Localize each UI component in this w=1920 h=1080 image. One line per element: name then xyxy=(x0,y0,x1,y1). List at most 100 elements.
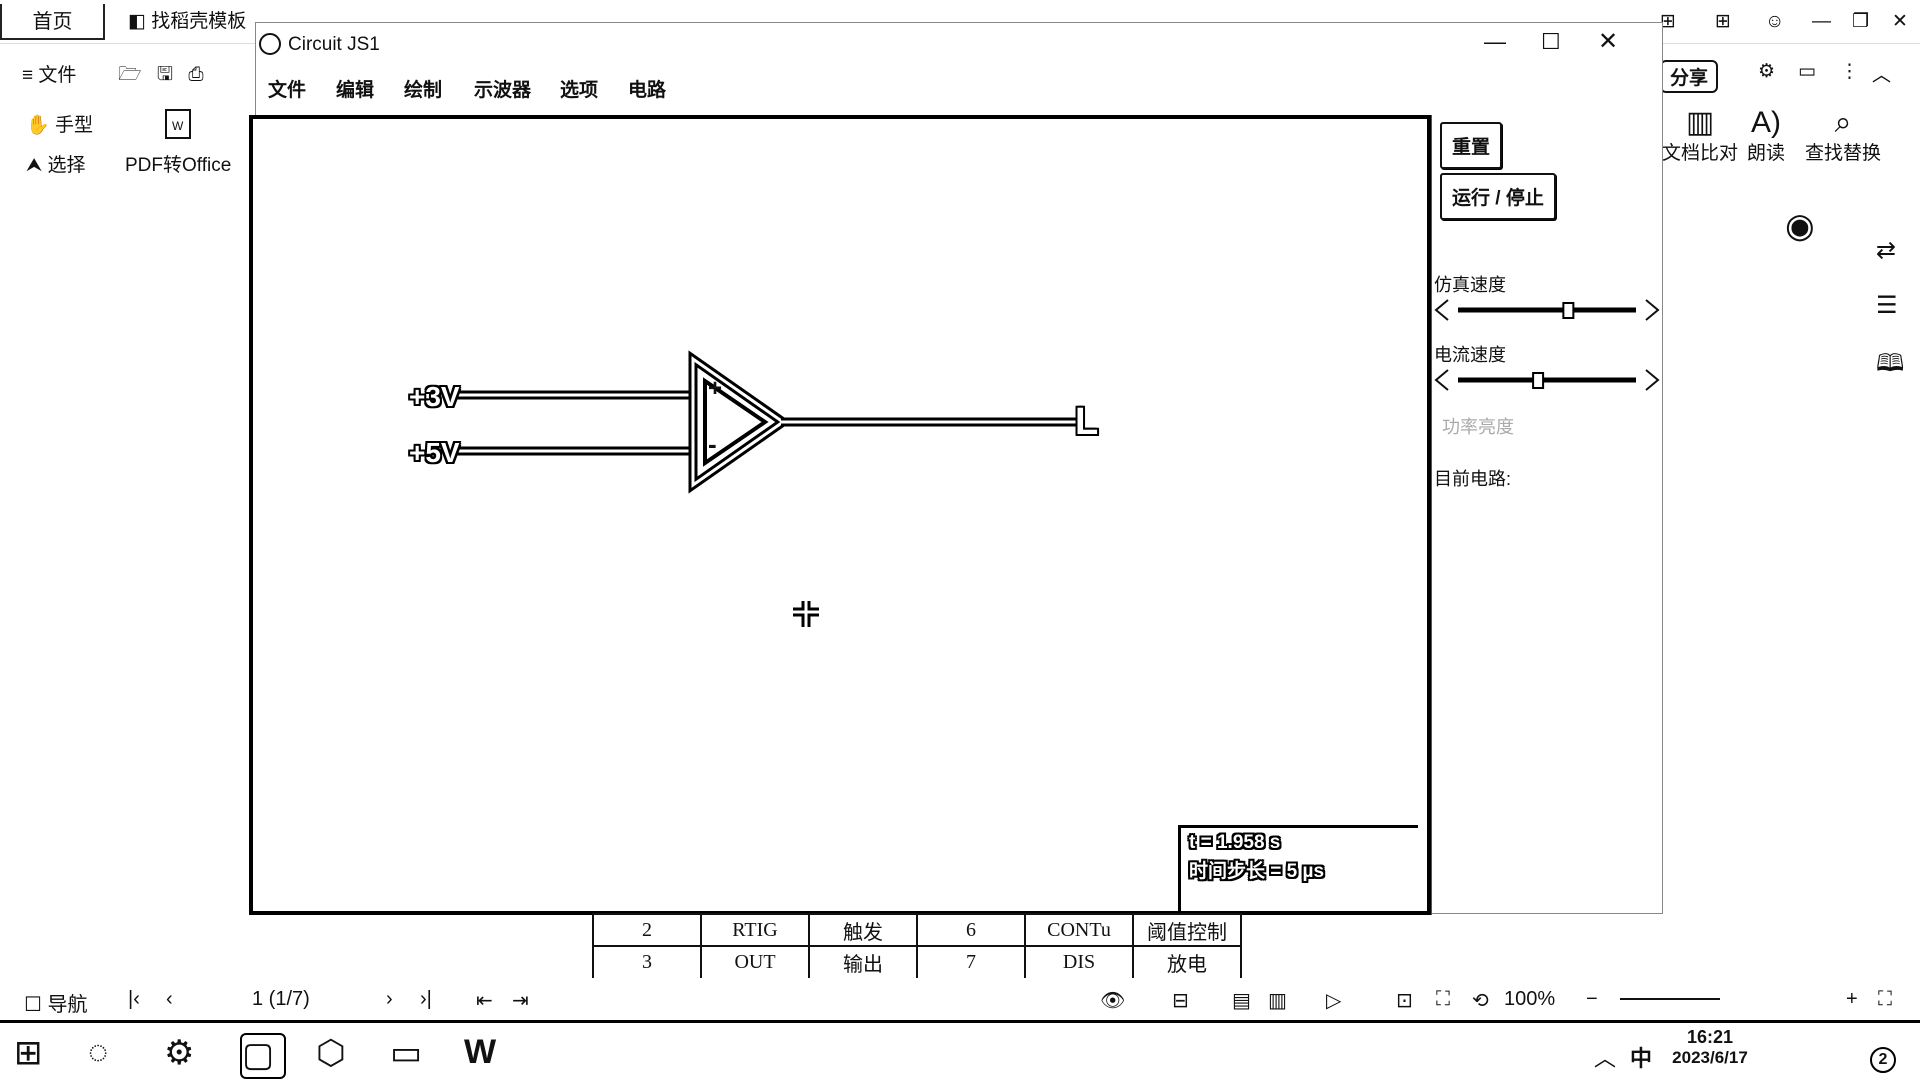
notification-badge[interactable]: 2 xyxy=(1870,1047,1896,1073)
output-label[interactable]: L xyxy=(1075,401,1099,443)
zoom-level[interactable]: 100% xyxy=(1504,988,1556,1010)
settings-gear-icon[interactable]: ⚙ xyxy=(164,1034,195,1072)
tab-template-label: 找稻壳模板 xyxy=(151,11,247,32)
pdf-to-office-button[interactable]: PDF转Office xyxy=(125,155,232,176)
menu-circuits[interactable]: 电路 xyxy=(628,80,667,101)
single-page-icon[interactable]: ▤ xyxy=(1232,990,1251,1012)
table-row: 3 OUT 输出 7 DIS 放电 xyxy=(592,945,1242,978)
template-icon: ◧ xyxy=(128,11,146,32)
window-title: Circuit JS1 xyxy=(288,34,380,55)
reset-button[interactable]: 重置 xyxy=(1440,122,1503,169)
menu-scope[interactable]: 示波器 xyxy=(474,80,532,101)
input-plus-label[interactable]: +3V xyxy=(409,381,460,412)
read-aloud-icon: A) xyxy=(1751,106,1781,139)
print-icon[interactable]: ⎙ xyxy=(188,64,204,85)
svg-text:W: W xyxy=(172,119,184,133)
page-indicator[interactable]: 1 (1/7) xyxy=(252,988,310,1010)
opamp[interactable] xyxy=(688,350,791,494)
collapse-icon[interactable]: ︿ xyxy=(1872,65,1892,86)
select-tool[interactable]: ⮝ 选择 xyxy=(26,150,85,177)
layout-icon[interactable]: ⊞ xyxy=(1660,11,1676,32)
table-cell: 7 xyxy=(916,945,1026,978)
forward-icon[interactable]: ⇥ xyxy=(512,990,529,1012)
restore-icon[interactable]: ❐ xyxy=(1852,11,1870,32)
next-page-icon[interactable]: › xyxy=(386,988,393,1010)
zoom-out-icon[interactable]: − xyxy=(1586,988,1598,1010)
ai-assistant-icon[interactable]: ◉ xyxy=(1785,207,1815,245)
read-aloud-tool[interactable]: A) 朗读 xyxy=(1747,108,1785,165)
sim-speed-slider[interactable] xyxy=(1432,295,1662,325)
compare-tool[interactable]: ▥ 文档比对 xyxy=(1662,108,1738,165)
menu-draw[interactable]: 绘制 xyxy=(404,80,443,101)
find-replace-tool[interactable]: ⌕ 查找替换 xyxy=(1805,108,1881,165)
close-icon[interactable]: ✕ xyxy=(1892,11,1908,32)
eye-icon[interactable]: 👁 xyxy=(1100,990,1126,1012)
menu-edit[interactable]: 编辑 xyxy=(336,80,375,101)
translate-icon[interactable]: ⇄ xyxy=(1876,237,1897,264)
menu-file-label: 文件 xyxy=(38,65,77,86)
input-minus-label[interactable]: +5V xyxy=(409,437,460,468)
clock-date: 2023/6/17 xyxy=(1672,1048,1748,1067)
tray-chevron-icon[interactable]: ︿ xyxy=(1594,1046,1617,1071)
minimize-icon[interactable]: — xyxy=(1484,29,1506,54)
nav-toggle[interactable]: ☐ 导航 xyxy=(24,988,88,1017)
open-icon[interactable]: 🗁 xyxy=(118,64,142,85)
current-speed-slider[interactable] xyxy=(1432,365,1662,395)
chat-app-icon[interactable]: ▢ xyxy=(240,1033,286,1079)
back-icon[interactable]: ⇤ xyxy=(476,990,493,1012)
share-button[interactable]: 分享 xyxy=(1660,60,1719,93)
sim-info-box: t = 1.958 s 时间步长 = 5 µs xyxy=(1178,825,1418,915)
first-page-icon[interactable]: |‹ xyxy=(128,988,140,1010)
comment-icon[interactable]: ▭ xyxy=(1798,61,1816,82)
hand-tool[interactable]: ✋ 手型 xyxy=(26,110,93,137)
pdf-office-icon[interactable]: W xyxy=(160,106,200,142)
avatar[interactable]: ☺ xyxy=(1765,11,1785,32)
ime-indicator[interactable]: 中 xyxy=(1630,1046,1653,1071)
bookmark-icon[interactable]: 🕮 xyxy=(1876,350,1905,377)
maximize-icon[interactable]: ☐ xyxy=(1541,29,1561,54)
compare-icon: ▥ xyxy=(1685,106,1715,139)
save-icon[interactable]: 🖫 xyxy=(156,64,174,85)
table-row: 2 RTIG 触发 6 CONTu 阈值控制 xyxy=(592,913,1242,947)
current-speed-label: 电流速度 xyxy=(1434,345,1506,365)
grid-icon[interactable]: ⊞ xyxy=(1715,11,1731,32)
hamburger-icon: ≡ xyxy=(22,65,34,86)
zoom-slider[interactable] xyxy=(1620,998,1720,1000)
tab-template[interactable]: ◧ 找稻壳模板 xyxy=(128,4,250,40)
windows-start-icon[interactable]: ⊞ xyxy=(14,1034,43,1072)
clock[interactable]: 16:21 2023/6/17 xyxy=(1660,1027,1760,1068)
zoom-in-icon[interactable]: + xyxy=(1846,988,1858,1010)
wps-icon[interactable]: W xyxy=(464,1033,497,1071)
fullscreen-icon[interactable]: ⛶ xyxy=(1878,988,1892,1010)
current-speed-thumb xyxy=(1532,372,1545,389)
window-controls: ⊞ ⊞ ☺ — ❐ ✕ xyxy=(1640,4,1920,40)
minimize-icon[interactable]: — xyxy=(1812,11,1831,32)
clock-time: 16:21 xyxy=(1686,1027,1734,1047)
circuit-canvas[interactable]: +3V +5V + - L t = 1.958 s 时间步长 = 5 µs xyxy=(249,115,1431,915)
double-page-icon[interactable]: ▥ xyxy=(1268,990,1287,1012)
rotate-icon[interactable]: ⟲ xyxy=(1472,990,1489,1012)
actual-size-icon[interactable]: ⊡ xyxy=(1396,990,1413,1012)
play-icon[interactable]: ▷ xyxy=(1326,990,1342,1012)
fit-width-icon[interactable]: ⊟ xyxy=(1172,990,1189,1012)
browser-icon[interactable]: ◌ xyxy=(88,1033,109,1071)
power-brightness-label: 功率亮度 xyxy=(1442,417,1514,437)
last-page-icon[interactable]: ›| xyxy=(420,988,432,1010)
more-icon[interactable]: ⋮ xyxy=(1840,61,1859,82)
menu-options[interactable]: 选项 xyxy=(560,80,599,101)
tab-home[interactable]: 首页 xyxy=(0,4,105,40)
fit-page-icon[interactable]: ⛶ xyxy=(1436,988,1450,1010)
filter-icon[interactable]: ☰ xyxy=(1876,292,1898,319)
circuitjs-taskbar-icon[interactable]: ⬡ xyxy=(316,1034,346,1072)
read-aloud-label: 朗读 xyxy=(1747,143,1786,164)
table-cell: DIS xyxy=(1024,945,1134,978)
settings-icon[interactable]: ⚙ xyxy=(1758,61,1776,82)
circuit-window: Circuit JS1 — ☐ ✕ 文件 编辑 绘制 示波器 选项 电路 xyxy=(249,22,1663,915)
menu-file[interactable]: 文件 xyxy=(268,80,307,101)
table-cell: 2 xyxy=(592,913,702,947)
close-icon[interactable]: ✕ xyxy=(1598,28,1619,55)
prev-page-icon[interactable]: ‹ xyxy=(166,988,173,1010)
menu-file[interactable]: ≡ 文件 xyxy=(22,60,76,87)
folder-icon[interactable]: ▭ xyxy=(390,1034,423,1072)
run-stop-button[interactable]: 运行 / 停止 xyxy=(1440,173,1556,220)
